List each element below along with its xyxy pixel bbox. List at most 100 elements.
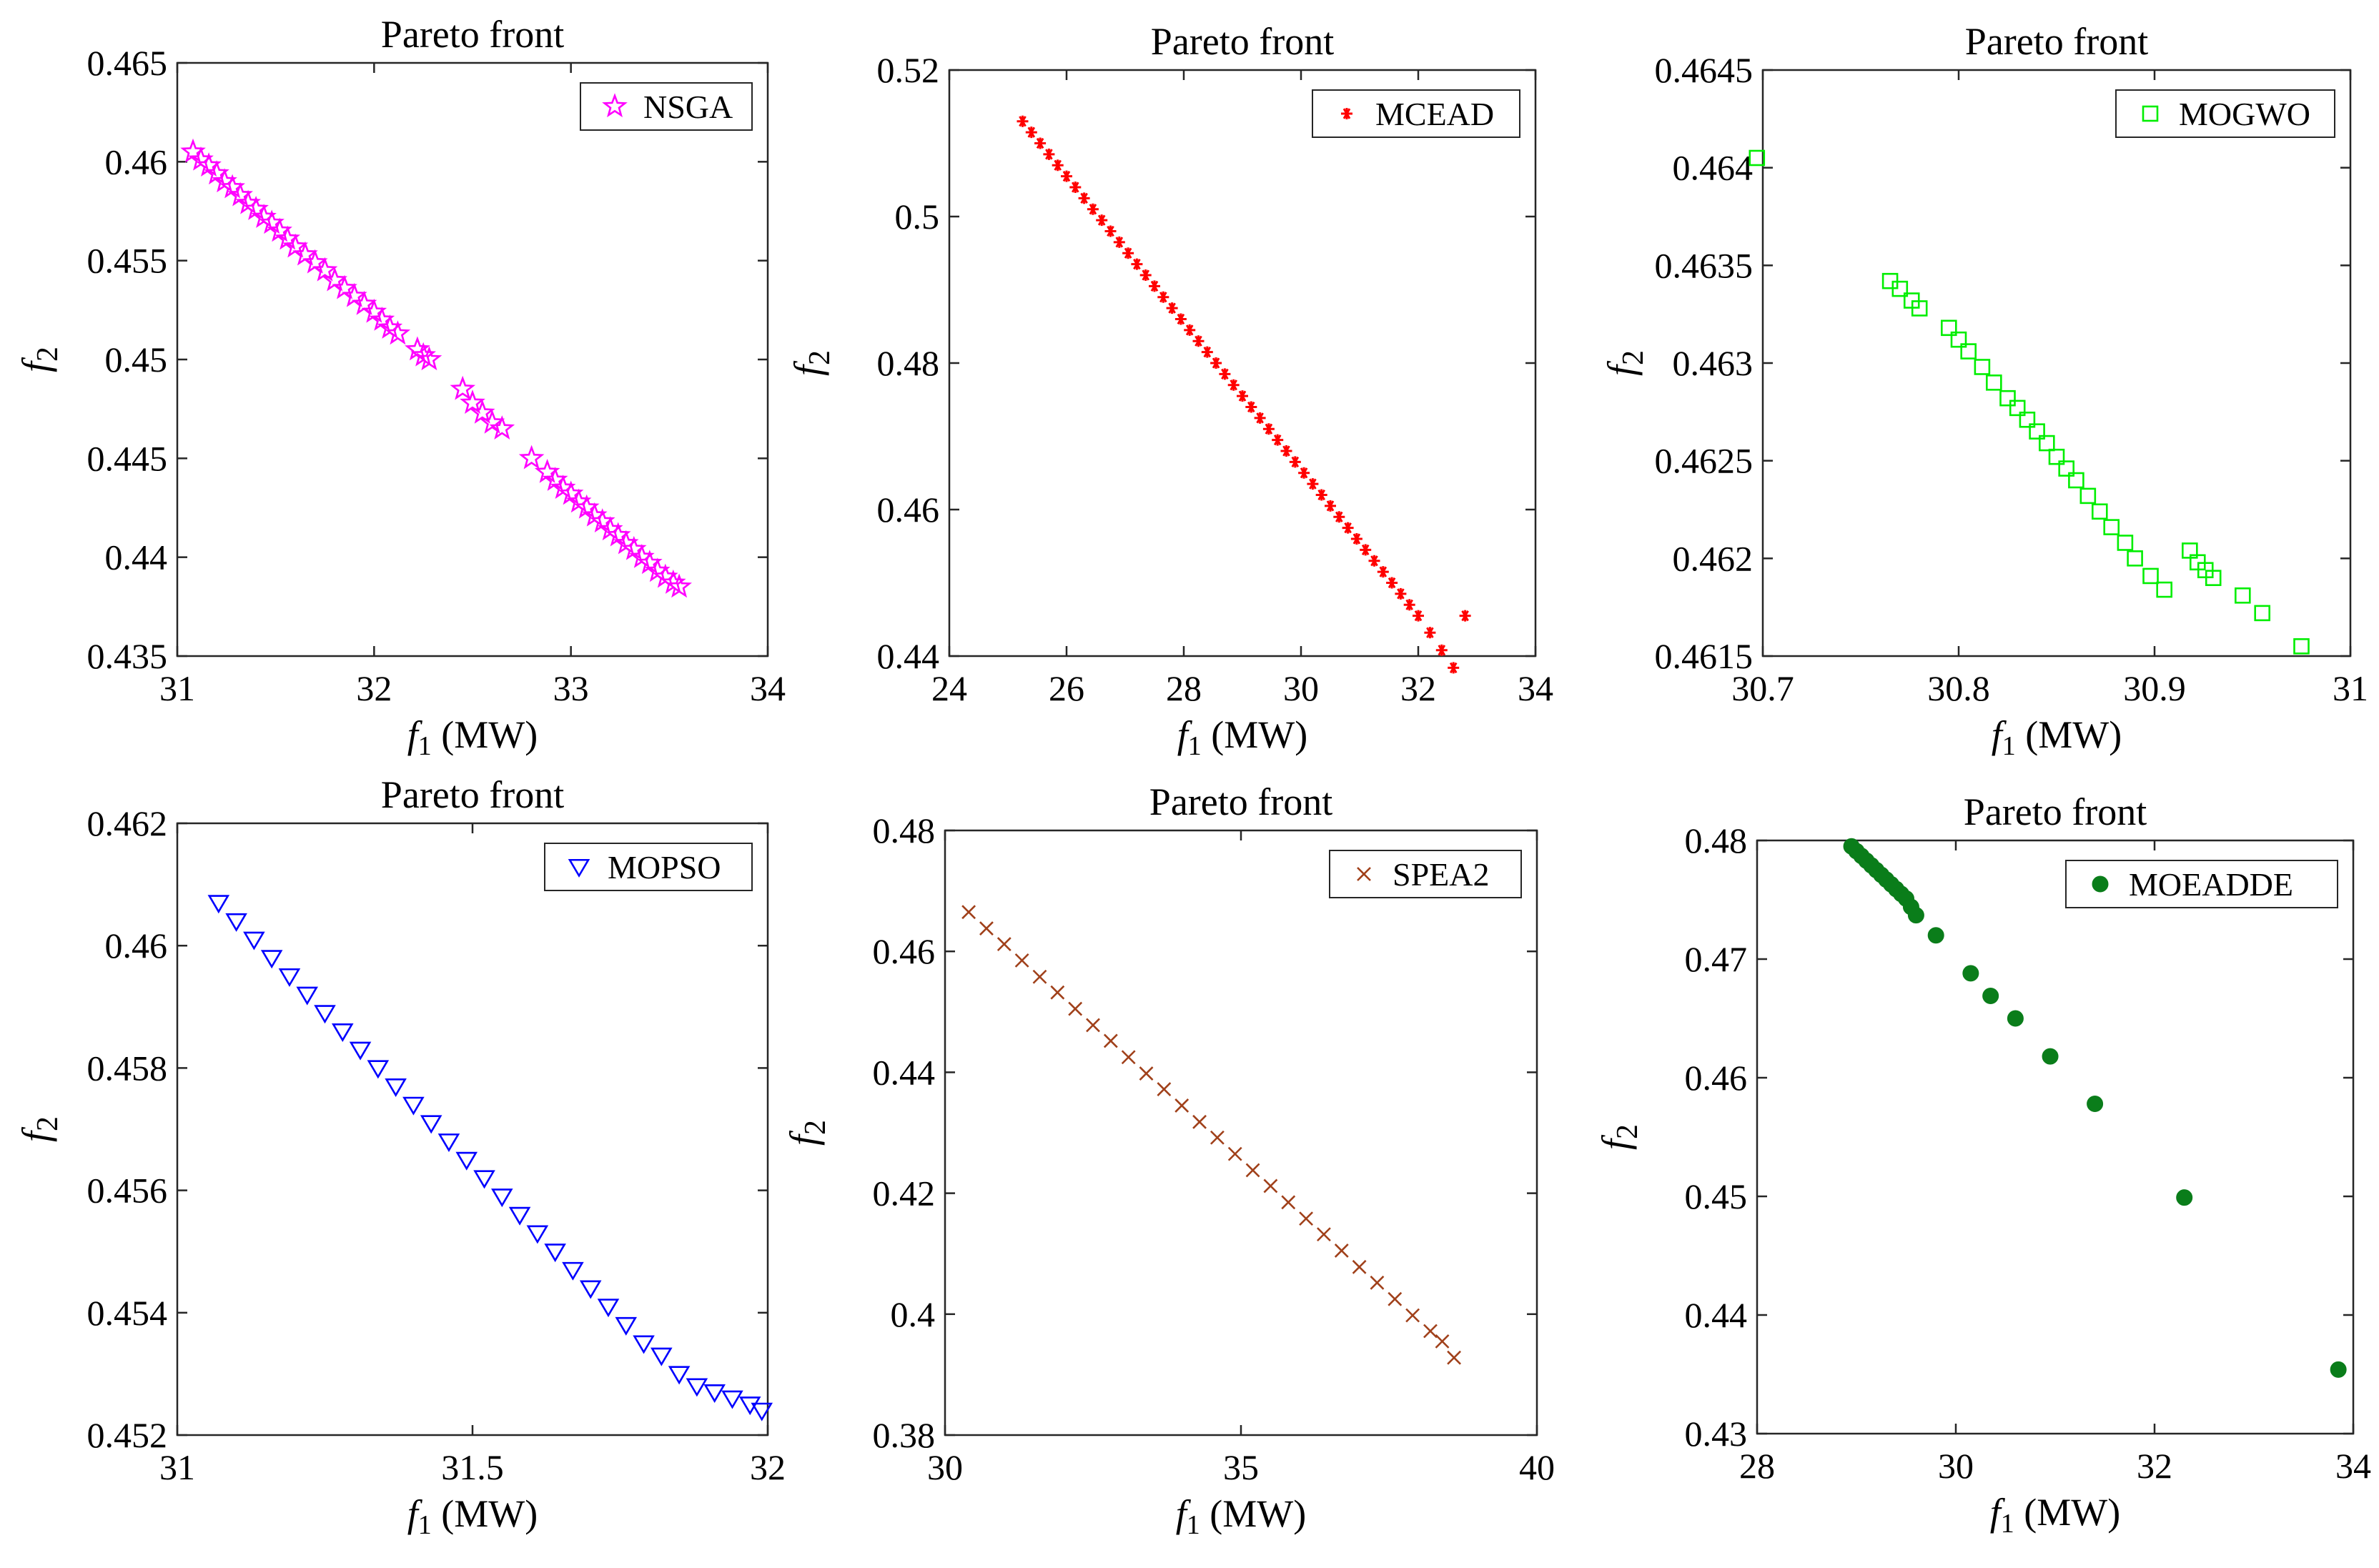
data-point (996, 937, 1012, 951)
data-point (2117, 535, 2134, 551)
data-point (1333, 511, 1345, 523)
data-point (1104, 225, 1117, 237)
x-tick-label: 32 (2137, 1446, 2172, 1486)
data-point (1087, 203, 1099, 215)
x-axis-label: f1 (MW) (1176, 1492, 1306, 1540)
legend-label: MOEADDE (2129, 866, 2293, 903)
data-point (1459, 610, 1471, 622)
series-mcead (1017, 115, 1471, 674)
chart-title: Pareto front (1964, 790, 2147, 833)
data-point (1263, 1179, 1278, 1194)
y-tick-label: 0.462 (87, 803, 168, 843)
series-spea2 (961, 905, 1461, 1365)
data-point (1068, 1001, 1083, 1016)
chart-title: Pareto front (1151, 20, 1334, 63)
data-point (979, 921, 994, 936)
data-point (1317, 1227, 1331, 1242)
data-point (2205, 570, 2222, 586)
data-point (225, 913, 247, 932)
legend: MCEAD (1312, 89, 1520, 138)
legend-marker (2092, 875, 2109, 893)
plot-area (948, 69, 1537, 658)
data-point (385, 320, 411, 345)
data-point (1370, 1275, 1385, 1290)
y-axis-label: f2 (1594, 1124, 1644, 1150)
data-point (1227, 379, 1240, 391)
data-point (1325, 500, 1336, 512)
legend-label: MOGWO (2179, 96, 2310, 132)
y-axis-label: f2 (782, 1120, 832, 1146)
chart-panel-1: Pareto front 31 32 33 34 0.435 0.44 0.445 0.45 0.… (14, 13, 786, 761)
data-point (1122, 247, 1134, 259)
data-point (2039, 435, 2055, 452)
data-point (615, 1316, 638, 1336)
data-point (1061, 170, 1072, 182)
legend-marker (1341, 108, 1352, 119)
y-tick-label: 0.4615 (1655, 636, 1754, 676)
data-point (1014, 953, 1029, 968)
legend: SPEA2 (1329, 850, 1522, 898)
y-tick-label: 0.445 (87, 438, 168, 478)
x-axis-label: f1 (MW) (407, 1492, 538, 1540)
y-tick-label: 0.46 (1685, 1058, 1748, 1098)
data-point (508, 1206, 531, 1226)
data-point (1891, 280, 1909, 297)
data-point (2176, 1189, 2193, 1206)
y-tick-label: 0.47 (1685, 939, 1748, 979)
data-point (1078, 192, 1090, 204)
y-tick-label: 0.465 (87, 43, 168, 83)
data-point (1113, 236, 1125, 248)
y-tick-label: 0.48 (873, 810, 936, 850)
y-tick-label: 0.46 (877, 490, 940, 530)
y-tick-label: 0.46 (105, 142, 168, 182)
legend-marker (602, 93, 628, 118)
data-point (2048, 448, 2065, 465)
data-point (473, 1170, 495, 1189)
data-point (686, 1378, 708, 1397)
data-point (668, 1366, 691, 1385)
y-tick-label: 0.44 (877, 636, 940, 676)
data-point (721, 1390, 743, 1409)
data-point (405, 336, 430, 361)
data-point (1999, 389, 2016, 407)
data-point (1982, 987, 1999, 1004)
data-point (1368, 555, 1380, 567)
data-point (1298, 467, 1310, 479)
plot-area (944, 829, 1538, 1436)
data-point (1941, 319, 1957, 337)
series-moeadde (1843, 838, 2347, 1378)
x-tick-label: 32 (750, 1447, 786, 1487)
legend-box (2115, 89, 2335, 138)
data-point (1413, 610, 1424, 622)
y-tick-label: 0.458 (87, 1048, 168, 1088)
x-axis-label: f1 (MW) (1177, 713, 1307, 761)
legend-marker (568, 858, 590, 878)
y-tick-label: 0.5 (895, 197, 940, 237)
data-point (1962, 965, 1979, 982)
data-point (1139, 1066, 1154, 1081)
data-point (1157, 291, 1169, 303)
x-tick-label: 28 (1739, 1446, 1775, 1486)
data-point (450, 375, 476, 400)
data-point (489, 415, 515, 440)
data-point (2058, 460, 2074, 477)
data-point (243, 931, 265, 951)
y-tick-label: 0.4 (891, 1294, 936, 1334)
data-point (579, 1280, 602, 1299)
chart-title: Pareto front (381, 773, 564, 816)
y-axis-label: f2 (786, 350, 836, 376)
data-point (367, 1060, 390, 1079)
y-tick-label: 0.45 (1685, 1176, 1748, 1216)
data-point (1448, 662, 1460, 674)
x-tick-label: 31 (159, 1447, 195, 1487)
data-point (312, 257, 338, 282)
chart-panel-5: Pareto front 30 35 40 0.38 0.4 0.42 0.44 0.46 0.4… (782, 780, 1555, 1540)
data-point (1280, 445, 1292, 457)
legend-label: NSGA (643, 89, 733, 125)
data-point (1157, 1082, 1172, 1097)
plot-area (176, 61, 769, 658)
data-point (1315, 489, 1327, 501)
data-point (1289, 456, 1301, 468)
x-axis-label: f1 (MW) (1992, 713, 2122, 761)
data-point (1086, 1018, 1100, 1033)
